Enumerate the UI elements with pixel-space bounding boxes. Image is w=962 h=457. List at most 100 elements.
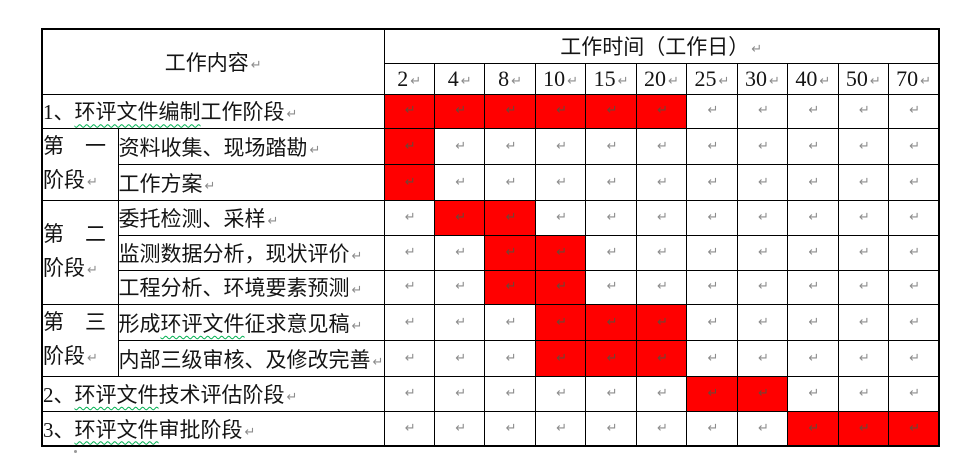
grid-cell: ↵ <box>787 376 839 412</box>
paragraph-mark-icon: ↵ <box>909 279 920 295</box>
task-label-cell: 工程分析、环境要素预测 ↵ <box>117 269 385 306</box>
grid-cell: ↵ <box>837 234 890 271</box>
paragraph-mark-icon: ↵ <box>556 279 568 295</box>
paragraph-mark-icon: ↵ <box>404 420 416 436</box>
grid-cell: ↵ <box>484 164 536 202</box>
day-header-cell: 70 ↵ <box>888 62 940 95</box>
day-number: 10 <box>543 65 566 91</box>
day-header-cell: 50 ↵ <box>837 62 890 95</box>
paragraph-mark-icon: ↵ <box>657 103 668 119</box>
paragraph-mark-icon: ↵ <box>858 103 870 119</box>
grid-cell: ↵ <box>837 269 890 306</box>
grid-cell: ↵ <box>686 93 738 130</box>
paragraph-mark-icon: ↵ <box>858 350 870 366</box>
task-label-cell: 资料收集、现场踏勘 ↵ <box>117 128 385 166</box>
grid-cell: ↵ <box>837 164 890 202</box>
paragraph-mark-icon: ↵ <box>556 350 568 366</box>
day-header-cell: 8 ↵ <box>484 62 536 95</box>
grid-cell: ↵ <box>787 340 839 378</box>
day-header-cell: 4 ↵ <box>433 62 486 95</box>
day-number: 30 <box>744 65 767 91</box>
paragraph-mark-icon: ↵ <box>757 350 769 366</box>
grid-cell: ↵ <box>433 340 486 378</box>
work-content-header-cell: 工作内容 ↵ <box>41 28 385 95</box>
table-row: 1、环评文件编制工作阶段 ↵ ↵ ↵ ↵ ↵ ↵ ↵ ↵ ↵ ↵ ↵ ↵ <box>41 93 940 130</box>
paragraph-mark-icon: ↵ <box>757 386 769 402</box>
paragraph-mark-icon: ↵ <box>606 386 618 402</box>
highlighted-grid-cell: ↵ <box>888 410 940 447</box>
paragraph-mark-icon: ↵ <box>657 314 668 330</box>
highlighted-grid-cell: ↵ <box>383 93 435 130</box>
paragraph-mark-icon: ↵ <box>505 314 517 330</box>
stage-line-2-text: 阶段 <box>43 344 85 369</box>
highlighted-grid-cell: ↵ <box>534 340 587 378</box>
highlighted-grid-cell: ↵ <box>635 340 688 378</box>
highlighted-grid-cell: ↵ <box>534 304 587 342</box>
grid-cell: ↵ <box>837 128 890 166</box>
highlighted-grid-cell: ↵ <box>534 234 587 271</box>
day-number: 4 <box>447 65 459 91</box>
grid-cell: ↵ <box>888 304 940 342</box>
label-text: 资料收集、现场踏勘 <box>118 135 308 160</box>
grid-cell: ↵ <box>837 200 890 236</box>
paragraph-mark-icon: ↵ <box>351 283 363 299</box>
table-body: 工作内容 ↵ 工作时间（工作日） ↵ 2 ↵ 4 ↵ 8 ↵ 10 ↵ 15 ↵ 20 ↵ 25 ↵ 30 ↵ 40 ↵ 5… <box>41 28 940 447</box>
paragraph-mark-icon: ↵ <box>657 174 668 190</box>
grid-cell: ↵ <box>837 304 890 342</box>
day-number: 20 <box>644 65 667 91</box>
label-text: 工作方案 <box>118 171 203 196</box>
grid-cell: ↵ <box>585 164 637 202</box>
grid-cell: ↵ <box>484 128 536 166</box>
paragraph-mark-icon: ↵ <box>920 73 931 89</box>
stage-line-2: 阶段 ↵ <box>43 163 117 200</box>
paragraph-mark-icon: ↵ <box>657 210 668 226</box>
day-header-cell: 30 ↵ <box>736 62 789 95</box>
stage-line-1: 第 三 <box>43 310 106 335</box>
highlighted-grid-cell: ↵ <box>484 269 536 306</box>
table-row: 3、环评文件审批阶段 ↵ ↵ ↵ ↵ ↵ ↵ ↵ ↵ ↵ ↵ ↵ ↵ <box>41 410 940 447</box>
spellcheck-underlined-text: 环评文件 <box>74 383 159 408</box>
grid-cell: ↵ <box>888 376 940 412</box>
grid-cell: ↵ <box>534 410 587 447</box>
paragraph-mark-icon: ↵ <box>404 314 416 330</box>
grid-cell: ↵ <box>433 410 486 447</box>
paragraph-mark-icon: ↵ <box>404 210 416 226</box>
paragraph-mark-icon: ↵ <box>455 244 467 260</box>
grid-cell: ↵ <box>736 234 789 271</box>
paragraph-mark-icon: ↵ <box>617 73 629 89</box>
paragraph-mark-icon: ↵ <box>909 138 920 154</box>
grid-cell: ↵ <box>888 340 940 378</box>
stage-line-2: 阶段 ↵ <box>43 339 117 376</box>
paragraph-mark-icon: ↵ <box>768 73 780 89</box>
grid-cell: ↵ <box>484 304 536 342</box>
paragraph-mark-icon: ↵ <box>707 138 719 154</box>
label-text: 审批阶段 <box>158 417 243 442</box>
label-text: 1、 <box>43 100 75 125</box>
paragraph-mark-icon: ↵ <box>87 175 98 191</box>
paragraph-mark-icon: ↵ <box>858 386 870 402</box>
grid-cell: ↵ <box>787 304 839 342</box>
paragraph-mark-icon: ↵ <box>858 138 870 154</box>
paragraph-mark-icon: ↵ <box>606 174 618 190</box>
paragraph-mark-icon: ↵ <box>707 350 719 366</box>
task-label-cell: 内部三级审核、及修改完善 ↵ <box>117 340 385 378</box>
day-header-cell: 40 ↵ <box>787 62 839 95</box>
paragraph-mark-icon: ↵ <box>204 178 216 194</box>
paragraph-mark-icon: ↵ <box>808 210 820 226</box>
spellcheck-underlined-text: 环评文件 <box>160 311 245 336</box>
label-text: 内部三级审核、及修改完善 <box>118 347 371 372</box>
day-number: 15 <box>593 65 616 91</box>
label-text: 形成 <box>118 311 161 336</box>
label-text: 工程分析、环境要素预测 <box>118 276 350 301</box>
paragraph-mark-icon: ↵ <box>751 42 763 58</box>
grid-cell: ↵ <box>383 304 435 342</box>
label-text: 监测数据分析，现状评价 <box>118 241 350 266</box>
grid-cell: ↵ <box>686 200 738 236</box>
phase-label-cell: 3、环评文件审批阶段 ↵ <box>41 410 385 447</box>
paragraph-mark-icon: ↵ <box>657 138 668 154</box>
paragraph-mark-icon: ↵ <box>567 73 579 89</box>
paragraph-mark-icon: ↵ <box>404 138 416 154</box>
paragraph-mark-icon: ↵ <box>286 390 298 406</box>
stage-label-cell: 第 三阶段 ↵ <box>41 304 119 378</box>
stage-label-cell: 第 二阶段 ↵ <box>41 200 119 306</box>
